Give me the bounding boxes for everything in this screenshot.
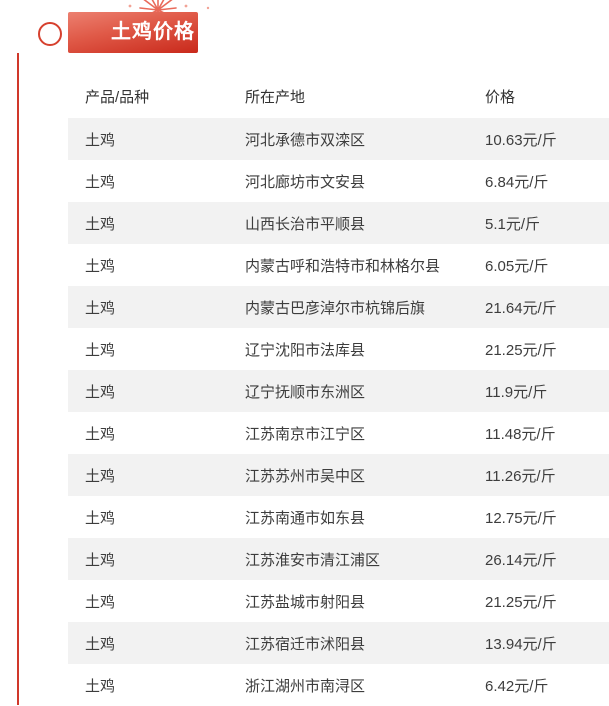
price-cell: 13.94元/斤 [485, 635, 557, 653]
origin-cell: 江苏淮安市清江浦区 [245, 551, 381, 569]
table-header-row: 产品/品种 所在产地 价格 [68, 75, 609, 118]
table-row: 土鸡 内蒙古呼和浩特市和林格尔县 6.05元/斤 [68, 244, 609, 286]
table-row: 土鸡 河北承德市双滦区 10.63元/斤 [68, 118, 609, 160]
product-cell: 土鸡 [85, 509, 116, 527]
product-cell: 土鸡 [85, 593, 116, 611]
table-row: 土鸡 江苏盐城市射阳县 21.25元/斤 [68, 580, 609, 622]
origin-cell: 江苏南通市如东县 [245, 509, 366, 527]
price-cell: 11.9元/斤 [485, 383, 548, 401]
product-cell: 土鸡 [85, 677, 116, 695]
price-cell: 5.1元/斤 [485, 215, 541, 233]
table-row: 土鸡 山西长治市平顺县 5.1元/斤 [68, 202, 609, 244]
table-row: 土鸡 江苏南通市如东县 12.75元/斤 [68, 496, 609, 538]
table-row: 土鸡 江苏南京市江宁区 11.48元/斤 [68, 412, 609, 454]
origin-cell: 江苏宿迁市沭阳县 [245, 635, 366, 653]
price-table: 产品/品种 所在产地 价格 土鸡 河北承德市双滦区 10.63元/斤 土鸡 河北廊坊市文… [68, 75, 609, 706]
product-cell: 土鸡 [85, 131, 116, 149]
price-cell: 21.25元/斤 [485, 341, 557, 359]
origin-cell: 山西长治市平顺县 [245, 215, 366, 233]
price-cell: 12.75元/斤 [485, 509, 557, 527]
table-body: 土鸡 河北承德市双滦区 10.63元/斤 土鸡 河北廊坊市文安县 6.84元/斤 土鸡 山西长… [68, 118, 609, 706]
product-cell: 土鸡 [85, 467, 116, 485]
origin-cell: 江苏苏州市吴中区 [245, 467, 366, 485]
price-cell: 6.84元/斤 [485, 173, 549, 191]
product-cell: 土鸡 [85, 215, 116, 233]
price-cell: 21.64元/斤 [485, 299, 557, 317]
price-cell: 6.05元/斤 [485, 257, 549, 275]
table-row: 土鸡 辽宁抚顺市东洲区 11.9元/斤 [68, 370, 609, 412]
product-cell: 土鸡 [85, 425, 116, 443]
price-cell: 21.25元/斤 [485, 593, 557, 611]
product-cell: 土鸡 [85, 299, 116, 317]
product-cell: 土鸡 [85, 551, 116, 569]
origin-cell: 浙江湖州市南浔区 [245, 677, 366, 695]
table-row: 土鸡 江苏苏州市吴中区 11.26元/斤 [68, 454, 609, 496]
table-row: 土鸡 河北廊坊市文安县 6.84元/斤 [68, 160, 609, 202]
price-cell: 11.26元/斤 [485, 467, 556, 485]
price-cell: 11.48元/斤 [485, 425, 556, 443]
column-header-origin: 所在产地 [245, 89, 306, 106]
price-cell: 10.63元/斤 [485, 131, 557, 149]
product-cell: 土鸡 [85, 635, 116, 653]
table-row: 土鸡 江苏淮安市清江浦区 26.14元/斤 [68, 538, 609, 580]
origin-cell: 内蒙古巴彦淖尔市杭锦后旗 [245, 299, 426, 317]
origin-cell: 江苏南京市江宁区 [245, 425, 366, 443]
circle-outline-icon [38, 22, 62, 46]
column-header-product: 产品/品种 [85, 89, 150, 106]
origin-cell: 辽宁沈阳市法库县 [245, 341, 366, 359]
origin-cell: 河北承德市双滦区 [245, 131, 366, 149]
origin-cell: 河北廊坊市文安县 [245, 173, 366, 191]
origin-cell: 内蒙古呼和浩特市和林格尔县 [245, 257, 441, 275]
table-row: 土鸡 江苏宿迁市沭阳县 13.94元/斤 [68, 622, 609, 664]
table-row: 土鸡 辽宁沈阳市法库县 21.25元/斤 [68, 328, 609, 370]
price-cell: 6.42元/斤 [485, 677, 549, 695]
product-cell: 土鸡 [85, 341, 116, 359]
product-cell: 土鸡 [85, 257, 116, 275]
accent-line [17, 53, 19, 705]
origin-cell: 辽宁抚顺市东洲区 [245, 383, 366, 401]
column-header-price: 价格 [485, 89, 516, 106]
table-row: 土鸡 浙江湖州市南浔区 6.42元/斤 [68, 664, 609, 706]
price-cell: 26.14元/斤 [485, 551, 557, 569]
origin-cell: 江苏盐城市射阳县 [245, 593, 366, 611]
product-cell: 土鸡 [85, 383, 116, 401]
product-cell: 土鸡 [85, 173, 116, 191]
title-badge: 土鸡价格 [68, 12, 198, 53]
table-row: 土鸡 内蒙古巴彦淖尔市杭锦后旗 21.64元/斤 [68, 286, 609, 328]
